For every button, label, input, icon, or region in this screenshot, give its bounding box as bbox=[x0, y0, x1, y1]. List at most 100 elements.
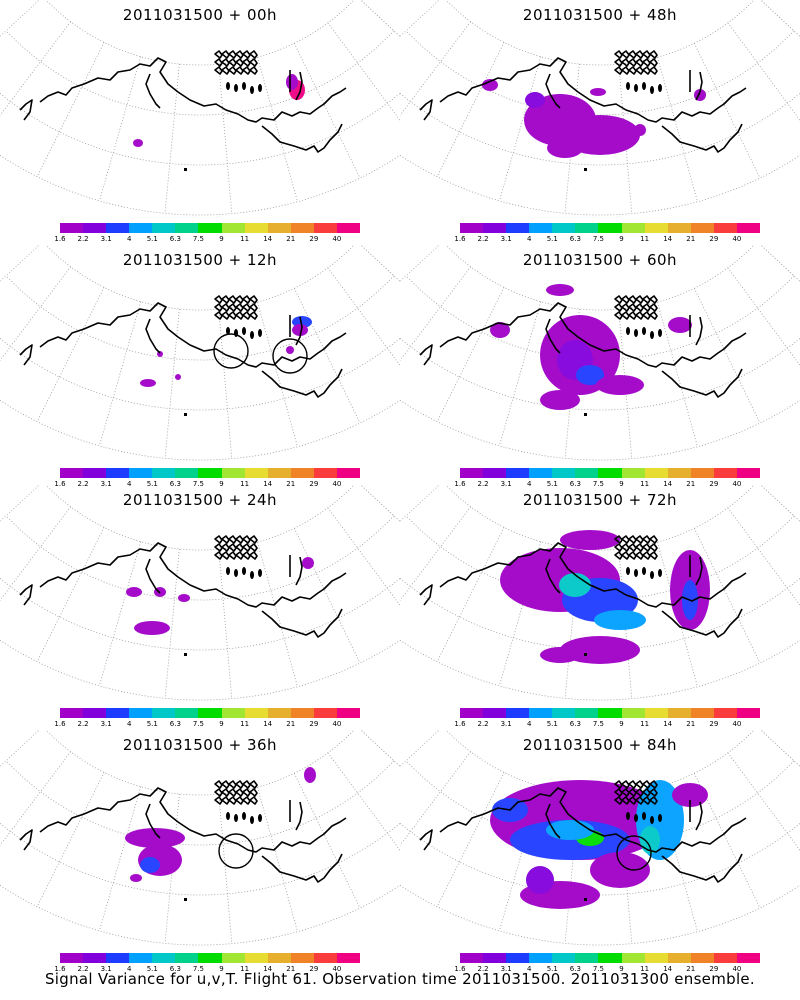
panel-title: 2011031500 + 24h bbox=[122, 491, 278, 509]
colorbar-swatch bbox=[198, 708, 222, 718]
variance-contour bbox=[596, 375, 644, 395]
colorbar bbox=[460, 708, 761, 718]
variance-field bbox=[490, 284, 692, 410]
colorbar-tick-label: 7.5 bbox=[192, 720, 205, 728]
colorbar-tick-label: 21 bbox=[286, 720, 296, 728]
coastline bbox=[419, 50, 747, 171]
colorbar-swatch bbox=[83, 468, 107, 478]
colorbar-tick-label: 11 bbox=[240, 235, 250, 243]
colorbar-tick-label: 4 bbox=[126, 720, 132, 728]
colorbar-tick-label: 4 bbox=[526, 965, 532, 973]
colorbar-tick-label: 11 bbox=[240, 965, 250, 973]
map-graticule bbox=[0, 730, 400, 946]
observation-circle bbox=[616, 835, 652, 871]
colorbar-tick-label: 2.2 bbox=[477, 480, 489, 488]
colorbar-swatch bbox=[198, 468, 222, 478]
colorbar-tick-label: 6.3 bbox=[169, 235, 181, 243]
variance-contour bbox=[482, 79, 498, 91]
variance-contour bbox=[178, 594, 190, 602]
variance-contour bbox=[286, 346, 294, 354]
panel-title: 2011031500 + 48h bbox=[522, 6, 678, 24]
colorbar-tick-label: 3.1 bbox=[500, 720, 512, 728]
variance-contour bbox=[559, 573, 591, 597]
colorbar-tick-label: 40 bbox=[732, 235, 742, 243]
colorbar-swatch bbox=[313, 953, 337, 963]
colorbar-tick-label: 14 bbox=[663, 235, 673, 243]
colorbar-swatch bbox=[598, 223, 622, 233]
colorbar-swatch bbox=[221, 708, 245, 718]
colorbar-swatch bbox=[690, 953, 714, 963]
colorbar-tick-label: 21 bbox=[286, 480, 296, 488]
variance-map bbox=[0, 0, 400, 216]
variance-contour bbox=[540, 647, 580, 663]
colorbar-swatch bbox=[575, 468, 599, 478]
map-panel: 2011031500 + 00h 1.6 2.2 3.1 4 5.1 6.3 7.5 9 11 14… bbox=[0, 0, 400, 245]
colorbar-swatch bbox=[506, 468, 530, 478]
colorbar-swatch bbox=[483, 953, 507, 963]
colorbar-swatch bbox=[129, 223, 153, 233]
panel-title: 2011031500 + 84h bbox=[522, 736, 678, 754]
variance-map bbox=[400, 485, 800, 701]
observation-circle bbox=[218, 833, 254, 869]
colorbar-tick-label: 6.3 bbox=[569, 965, 581, 973]
colorbar-tick-label: 6.3 bbox=[169, 480, 181, 488]
colorbar-swatch bbox=[529, 468, 553, 478]
colorbar-swatch bbox=[667, 708, 691, 718]
variance-contour bbox=[547, 138, 583, 158]
coastline bbox=[419, 535, 747, 656]
colorbar-tick-label: 4 bbox=[526, 480, 532, 488]
colorbar-swatch bbox=[290, 223, 314, 233]
colorbar-tick-label: 3.1 bbox=[500, 235, 512, 243]
colorbar-swatch bbox=[621, 708, 645, 718]
colorbar-swatch bbox=[575, 223, 599, 233]
panel-title: 2011031500 + 36h bbox=[122, 736, 278, 754]
variance-contour bbox=[540, 390, 580, 410]
variance-contour bbox=[525, 92, 545, 108]
colorbar-swatch bbox=[175, 223, 199, 233]
colorbar-swatch bbox=[713, 953, 737, 963]
colorbar-tick-label: 2.2 bbox=[477, 235, 489, 243]
colorbar-swatch bbox=[290, 708, 314, 718]
colorbar-tick-label: 11 bbox=[240, 480, 250, 488]
variance-contour bbox=[125, 828, 185, 848]
variance-contour bbox=[560, 636, 640, 664]
colorbar-tick-label: 5.1 bbox=[546, 720, 558, 728]
colorbar-tick-label: 7.5 bbox=[192, 965, 205, 973]
variance-field bbox=[500, 530, 710, 664]
colorbar-swatch bbox=[198, 953, 222, 963]
colorbar-swatch bbox=[221, 953, 245, 963]
variance-contour bbox=[304, 767, 316, 783]
variance-contour bbox=[286, 74, 298, 90]
colorbar-swatch bbox=[621, 468, 645, 478]
colorbar-tick-label: 4 bbox=[526, 720, 532, 728]
map-graticule bbox=[400, 0, 800, 216]
colorbar-tick-label: 29 bbox=[709, 480, 719, 488]
colorbar-ticks: 1.6 2.2 3.1 4 5.1 6.3 7.5 9 11 14 21 29 40 bbox=[454, 480, 760, 490]
colorbar-swatch bbox=[175, 468, 199, 478]
coastline bbox=[19, 50, 347, 171]
colorbar-swatch bbox=[267, 953, 291, 963]
colorbar-tick-label: 11 bbox=[640, 965, 650, 973]
colorbar-swatch bbox=[198, 223, 222, 233]
variance-contour bbox=[302, 557, 314, 569]
colorbar-swatch bbox=[336, 468, 361, 478]
coastline bbox=[19, 780, 347, 901]
colorbar-swatch bbox=[667, 953, 691, 963]
colorbar-swatch bbox=[60, 468, 84, 478]
colorbar-swatch bbox=[267, 223, 291, 233]
colorbar-swatch bbox=[736, 468, 761, 478]
colorbar-swatch bbox=[529, 708, 553, 718]
colorbar-tick-label: 7.5 bbox=[592, 965, 605, 973]
variance-contour bbox=[668, 317, 692, 333]
colorbar bbox=[60, 953, 361, 963]
variance-contour bbox=[140, 857, 160, 873]
colorbar-swatch bbox=[290, 468, 314, 478]
colorbar-swatch bbox=[552, 953, 576, 963]
variance-contour bbox=[590, 852, 650, 888]
variance-contour bbox=[576, 365, 604, 385]
colorbar-swatch bbox=[267, 468, 291, 478]
colorbar-tick-label: 14 bbox=[663, 965, 673, 973]
colorbar-swatch bbox=[552, 708, 576, 718]
colorbar-ticks: 1.6 2.2 3.1 4 5.1 6.3 7.5 9 11 14 21 29 40 bbox=[54, 480, 360, 490]
colorbar-tick-label: 2.2 bbox=[77, 720, 89, 728]
